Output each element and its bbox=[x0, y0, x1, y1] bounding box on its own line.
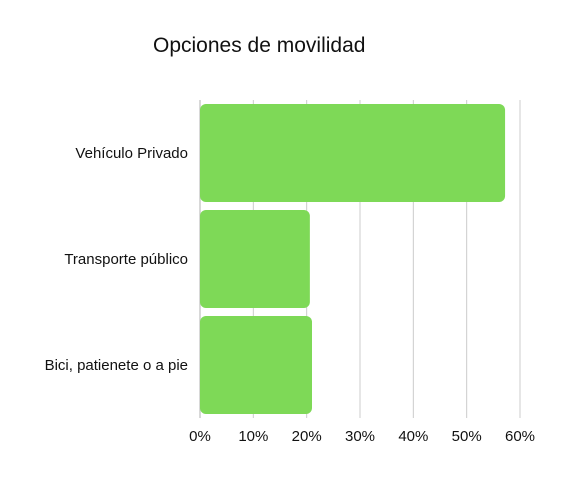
chart-title: Opciones de movilidad bbox=[153, 34, 366, 57]
category-label: Bici, patienete o a pie bbox=[45, 357, 188, 374]
bar bbox=[200, 316, 312, 414]
bars bbox=[200, 104, 506, 414]
x-tick-label: 40% bbox=[398, 428, 428, 445]
bar bbox=[200, 104, 506, 202]
x-tick-labels: 0% 10% 20% 30% 40% 50% 60% bbox=[189, 428, 535, 445]
x-tick-label: 10% bbox=[238, 428, 268, 445]
x-tick-label: 0% bbox=[189, 428, 211, 445]
x-tick-label: 30% bbox=[345, 428, 375, 445]
category-label: Transporte público bbox=[64, 251, 188, 268]
bar bbox=[200, 210, 310, 308]
category-labels: Vehículo Privado Transporte público Bici, … bbox=[45, 145, 188, 374]
x-tick-label: 60% bbox=[505, 428, 535, 445]
x-tick-label: 20% bbox=[292, 428, 322, 445]
x-tick-label: 50% bbox=[452, 428, 482, 445]
category-label: Vehículo Privado bbox=[75, 145, 188, 162]
